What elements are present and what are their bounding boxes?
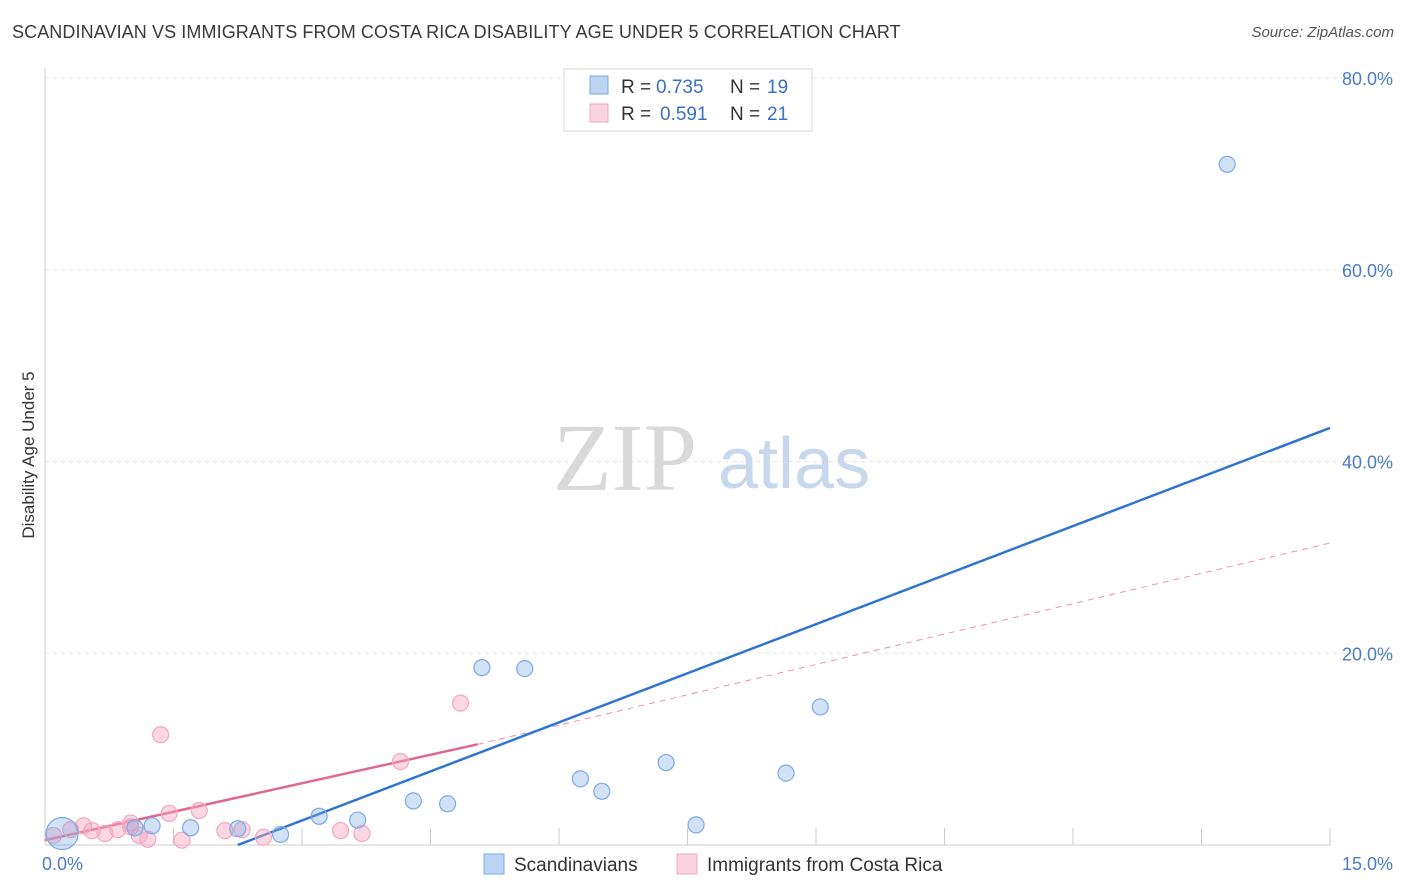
legend-n-label: N = xyxy=(730,104,760,125)
point-scandinavians xyxy=(229,820,247,838)
trend-line-scandinavians xyxy=(237,426,1331,847)
y-tick-label: 60.0% xyxy=(1342,261,1393,281)
trend-line-costa-rica-extension xyxy=(477,542,1331,745)
point-costa-rica xyxy=(451,694,470,712)
point-scandinavians xyxy=(473,659,491,677)
point-costa-rica xyxy=(391,752,410,771)
legend-n-label: N = xyxy=(730,77,760,98)
legend-r-label: R = xyxy=(621,77,651,98)
legend-label-costa-rica: Immigrants from Costa Rica xyxy=(707,855,943,876)
point-costa-rica xyxy=(62,821,80,839)
point-costa-rica xyxy=(160,804,178,822)
legend-swatch-scandinavians xyxy=(589,75,609,95)
point-costa-rica xyxy=(331,822,350,840)
grid xyxy=(45,77,1392,654)
legend-r-value: 0.735 xyxy=(656,77,704,98)
point-scandinavians xyxy=(126,819,144,837)
point-scandinavians xyxy=(1218,155,1236,173)
watermark-zip: ZIP xyxy=(553,404,697,511)
source-label: Source: ZipAtlas.com xyxy=(1251,24,1394,41)
point-scandinavians xyxy=(439,795,457,813)
legend-swatch-costa-rica xyxy=(589,103,609,123)
legend-n-value: 19 xyxy=(767,77,788,98)
point-costa-rica xyxy=(83,822,101,840)
point-scandinavians xyxy=(349,811,367,829)
point-scandinavians xyxy=(310,807,328,825)
y-tick-label: 40.0% xyxy=(1342,453,1393,473)
legend-n-value: 21 xyxy=(767,104,788,125)
point-scandinavians xyxy=(571,770,590,788)
y-tick-label: 80.0% xyxy=(1342,69,1393,89)
legend-swatch-costa-rica xyxy=(676,853,698,875)
point-scandinavians xyxy=(657,753,675,772)
point-scandinavians xyxy=(143,817,161,835)
correlation-legend: R = 0.735 N = 19 R = 0.591 N = 21 xyxy=(563,68,813,132)
point-costa-rica xyxy=(190,801,208,820)
axes xyxy=(44,68,1331,846)
trend-lines xyxy=(44,426,1331,847)
trend-line-costa-rica xyxy=(44,743,478,842)
legend-label-scandinavians: Scandinavians xyxy=(514,855,638,876)
point-scandinavians xyxy=(182,819,200,837)
chart-title: SCANDINAVIAN VS IMMIGRANTS FROM COSTA RI… xyxy=(12,22,901,42)
point-costa-rica xyxy=(216,822,234,840)
point-costa-rica xyxy=(353,824,371,843)
point-scandinavians xyxy=(687,816,705,834)
point-scandinavians xyxy=(404,792,422,810)
point-scandinavians xyxy=(516,659,534,678)
series-legend: Scandinavians Immigrants from Costa Rica xyxy=(483,853,943,876)
x-tick-label: 0.0% xyxy=(42,854,83,874)
point-costa-rica xyxy=(254,828,273,846)
point-scandinavians xyxy=(45,816,79,851)
point-costa-rica xyxy=(96,824,114,843)
legend-swatch-scandinavians xyxy=(483,853,505,875)
point-costa-rica xyxy=(44,826,63,845)
watermark-atlas: atlas xyxy=(718,424,870,504)
legend-r-label: R = xyxy=(621,104,651,125)
point-costa-rica xyxy=(139,830,157,848)
data-points xyxy=(44,155,1236,851)
x-tick-label: 15.0% xyxy=(1342,854,1393,874)
watermark: ZIP atlas xyxy=(553,404,870,511)
point-scandinavians xyxy=(593,782,611,800)
point-scandinavians xyxy=(271,825,290,844)
legend-r-value: 0.591 xyxy=(660,104,708,125)
y-tick-label: 20.0% xyxy=(1342,644,1393,664)
point-costa-rica xyxy=(173,831,191,849)
y-axis-label: Disability Age Under 5 xyxy=(19,371,38,538)
point-costa-rica xyxy=(152,726,170,744)
point-scandinavians xyxy=(811,698,829,716)
tick-labels: 20.0% 40.0% 60.0% 80.0% 0.0% 15.0% xyxy=(42,69,1393,874)
point-scandinavians xyxy=(777,764,795,782)
